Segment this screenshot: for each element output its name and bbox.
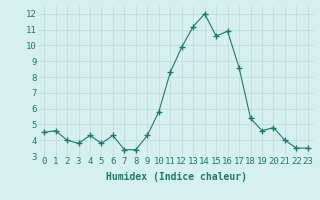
X-axis label: Humidex (Indice chaleur): Humidex (Indice chaleur) [106, 172, 246, 182]
